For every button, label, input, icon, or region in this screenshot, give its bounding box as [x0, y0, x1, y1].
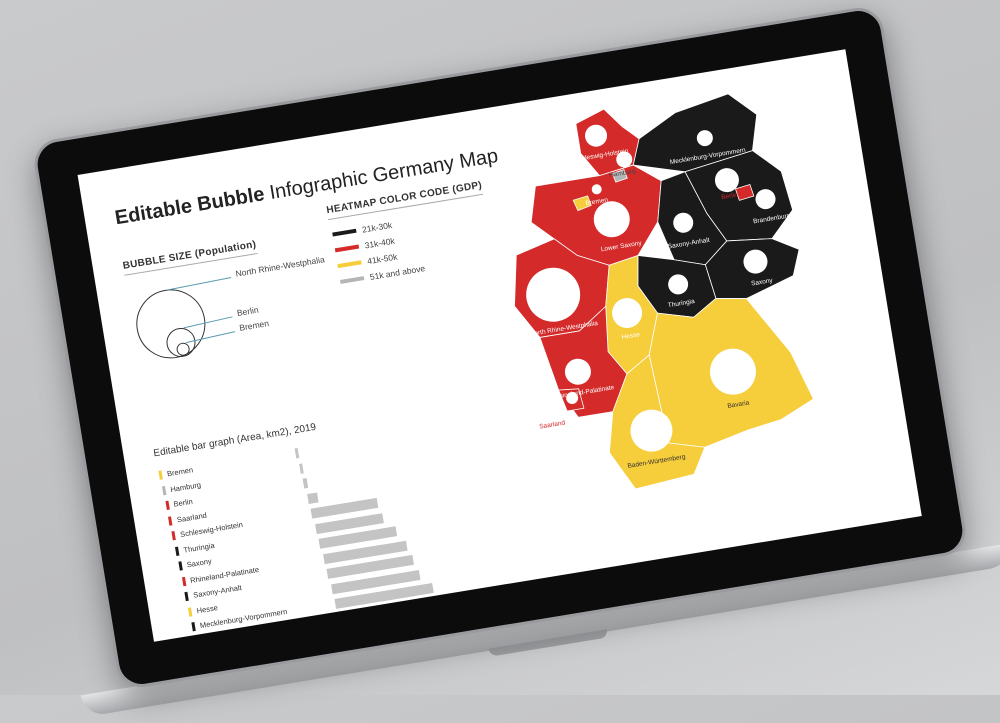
laptop-bezel: Editable Bubble Infographic Germany Map …: [30, 4, 970, 691]
map-label: Hamburg: [609, 168, 637, 179]
map-label: Saxony: [751, 277, 774, 288]
bubble-large: [136, 289, 206, 359]
category-label: Saxony: [186, 556, 213, 570]
bubble-hesse[interactable]: [610, 296, 644, 330]
bubble-hamburg[interactable]: [615, 150, 633, 168]
category-label: Hamburg: [169, 479, 202, 494]
bar-hamburg: [298, 463, 304, 474]
state-berlin[interactable]: [735, 184, 755, 201]
category-color-mark: [158, 470, 163, 480]
category-label: Schleswig-Holstein: [179, 519, 244, 540]
swatch: [337, 260, 362, 269]
bubble-small: [176, 342, 190, 356]
bubble-lower-saxony[interactable]: [591, 199, 632, 240]
bubble-bavaria[interactable]: [707, 345, 760, 398]
state-mecklenburg-vorpommern[interactable]: [624, 90, 764, 180]
population-bubbles: [522, 123, 777, 455]
bubble-brandenburg[interactable]: [754, 188, 777, 211]
bubble-baden-wurttemberg[interactable]: [627, 407, 675, 455]
bar-chart-title: Editable bar graph (Area, km2), 2019: [152, 421, 317, 460]
bubble-schleswig-holstein[interactable]: [583, 123, 608, 148]
bubble-saarland[interactable]: [565, 391, 579, 405]
bubble-rhineland-palatinate[interactable]: [563, 357, 593, 387]
bubble-north-rhine-westphalia[interactable]: [522, 264, 584, 326]
category-color-mark: [161, 485, 167, 495]
category-color-mark: [184, 591, 190, 602]
legend-label: 21k-30k: [361, 219, 393, 235]
bubble-saxony-anhalt[interactable]: [672, 211, 695, 234]
screen: Editable Bubble Infographic Germany Map …: [77, 49, 922, 642]
legend-label: 51k and above: [369, 263, 426, 283]
map-label: Hesse: [621, 331, 641, 341]
bubble-berlin[interactable]: [713, 166, 741, 194]
bar-category-label: North Rhine-Westphalia: [198, 639, 286, 642]
bar-category-label: Bremen: [158, 465, 194, 480]
category-label: Rhineland-Palatinate: [189, 564, 260, 585]
bar-north-rhine-westphalia: [342, 605, 488, 640]
laptop: Editable Bubble Infographic Germany Map …: [30, 4, 1000, 718]
map-label: Berlin: [721, 192, 739, 202]
bar-category-label: Hesse: [188, 603, 218, 617]
category-label: North Rhine-Westphalia: [206, 639, 286, 642]
bar-category-label: Saxony-Anhalt: [184, 582, 243, 602]
bar-bremen: [294, 448, 300, 459]
category-label: Hesse: [195, 602, 219, 615]
leader-line: [167, 277, 232, 291]
category-color-mark: [194, 637, 200, 642]
map-label: Bavaria: [727, 399, 750, 410]
bubble-bremen[interactable]: [591, 184, 602, 195]
category-color-mark: [188, 606, 193, 617]
swatch: [334, 244, 360, 253]
category-label: Saxony-Anhalt: [192, 582, 243, 600]
swatch: [332, 228, 357, 237]
title-bold: Editable Bubble: [113, 183, 267, 230]
category-color-mark: [181, 576, 186, 586]
category-color-mark: [165, 500, 170, 511]
category-color-mark: [191, 622, 196, 632]
legend-label: 31k-40k: [363, 235, 396, 251]
bar-category-label: Brandenburg: [194, 629, 247, 642]
bubble-mecklenburg-vorpommern[interactable]: [696, 129, 714, 147]
category-label: Thuringia: [182, 540, 216, 555]
category-color-mark: [168, 515, 173, 526]
category-color-mark: [178, 561, 183, 571]
legend-label: 41k-50k: [366, 251, 398, 267]
laptop-notch: [488, 629, 609, 657]
category-label: Bremen: [166, 465, 194, 479]
bar-category-label: Berlin: [165, 496, 194, 511]
map-label: Thuringia: [667, 298, 695, 309]
bubble-saxony[interactable]: [742, 248, 770, 276]
bar-category-label: Thuringia: [174, 540, 216, 556]
germany-map: Schleswig-Holstein Mecklenburg-Vorpommer…: [514, 90, 814, 490]
category-label: Berlin: [172, 496, 194, 509]
leader-line: [183, 316, 233, 329]
state-bremen[interactable]: [572, 195, 592, 212]
category-label: Brandenburg: [202, 629, 247, 642]
bar-berlin: [302, 478, 308, 489]
bubble-legend-graphic: [136, 277, 236, 359]
swatch: [339, 276, 365, 284]
state-hamburg[interactable]: [611, 169, 628, 183]
category-label: Saarland: [176, 510, 208, 524]
category-color-mark: [174, 546, 180, 556]
bar-category-label: Hamburg: [161, 479, 202, 495]
map-label: Saarland: [539, 419, 566, 430]
bar-saarland: [306, 491, 319, 504]
leader-line: [185, 331, 236, 344]
bar-category-label: Saxony: [178, 556, 213, 571]
bubble-medium: [166, 327, 196, 357]
map-label: Bremen: [585, 197, 609, 208]
category-color-mark: [171, 531, 177, 541]
bar-category-label: Saarland: [168, 510, 208, 526]
bubble-thuringia[interactable]: [667, 273, 690, 296]
